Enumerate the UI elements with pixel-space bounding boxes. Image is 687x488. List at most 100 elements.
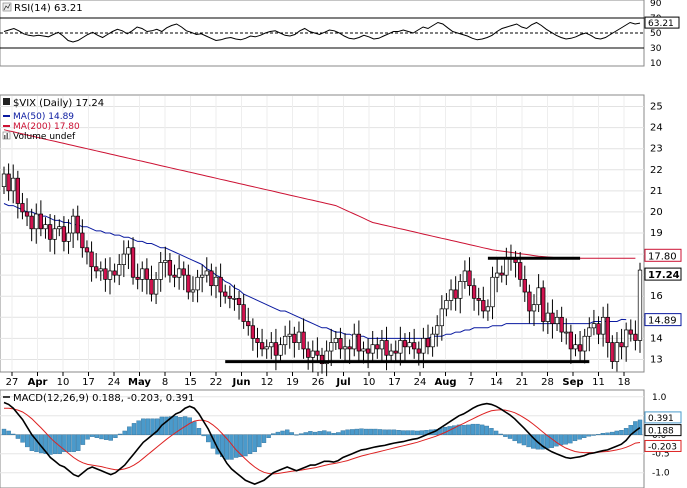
candle [485,299,491,321]
histogram-bar [206,434,211,443]
x-tick-label: 24 [108,377,121,388]
candle [554,309,560,332]
candle [57,219,62,237]
histogram-bar [600,433,606,435]
rsi-line [3,21,641,43]
candle [227,285,232,309]
candle [75,205,80,241]
macd-last-value: -0.203 [648,442,677,452]
histogram-bar [340,430,346,435]
rsi-legend-text: RSI(14) 63.21 [14,3,83,14]
candle [568,324,574,364]
histogram-bar [229,434,234,460]
histogram-bar [173,415,178,435]
candle [117,254,122,286]
candle [149,265,154,302]
histogram-bar [387,429,392,435]
x-tick-label: Jul [335,377,350,388]
histogram-bar [247,434,253,454]
price-legend: $VIX (Daily) 17.24 MA(50) 14.89 MA(200) … [2,98,104,142]
histogram-bar [563,434,568,445]
histogram-bar [266,434,271,438]
histogram-bar [405,430,411,435]
histogram-bar [201,434,206,437]
x-tick-label: 26 [312,377,325,388]
candle [324,340,329,377]
candle [232,284,237,311]
candle [637,262,643,353]
candle [296,321,302,350]
histogram-bar [122,430,127,435]
candle [1,166,7,195]
histogram-bar [363,428,369,435]
volume-legend: Volume undef [13,132,76,142]
candle [259,328,265,357]
candle [98,261,103,281]
candle [375,337,380,359]
histogram-bar [526,434,531,448]
candle [439,295,444,341]
rsi-y-tick: 50 [650,29,662,39]
candle [61,216,67,252]
x-tick-label: 17 [82,377,95,388]
x-tick-label: 8 [162,377,168,388]
histogram-bar [90,434,95,437]
histogram-bar [57,434,62,454]
candle [628,319,633,342]
candle [213,266,219,299]
histogram-bar [43,434,48,454]
candle [24,198,30,227]
candle [564,318,569,345]
candle [481,286,486,319]
candle [356,320,362,361]
histogram-bar [294,434,299,436]
price-last-value: 17.80 [648,251,677,262]
histogram-bar [568,434,573,444]
histogram-bar [11,433,16,435]
candle [282,325,288,355]
candle [153,271,159,305]
candle [531,294,537,326]
x-tick-label: 22 [210,377,223,388]
macd-y-tick: -1.0 [652,469,670,479]
histogram-bar [596,434,601,436]
histogram-bar [233,434,239,458]
x-tick-label: 18 [618,377,631,388]
candle [624,322,629,362]
x-tick-label: 21 [516,377,529,388]
histogram-bar [312,431,318,435]
candle [591,309,597,336]
macd-last-value: 0.391 [648,414,674,424]
candle [158,251,163,292]
histogram-bar [187,417,192,435]
price-last-badge: 17.80 [644,248,682,262]
histogram-bar [614,430,619,435]
candle [471,278,477,311]
candle [107,257,113,295]
histogram-bar [479,424,485,435]
histogram-bar [136,420,141,435]
histogram-bar [1,428,7,435]
histogram-bar [331,433,336,435]
histogram-bar [243,434,248,457]
candle [112,263,117,283]
macd-last-badge: 0.391 [644,411,682,424]
histogram-bar [252,434,257,453]
histogram-bar [317,431,322,435]
candle [204,257,209,283]
macd-last-badge: 0.188 [644,424,682,437]
candle [393,340,398,364]
candle [236,290,242,320]
candle [545,302,550,334]
histogram-bar [503,434,508,437]
candle [15,170,20,219]
candle [633,320,638,351]
histogram-bar [452,425,457,435]
ma200-legend: MA(200) 17.80 [13,122,80,132]
histogram-bar [577,434,582,440]
candle [430,326,435,357]
histogram-bar [25,434,30,448]
histogram-bar [308,431,313,435]
candle [338,327,343,359]
